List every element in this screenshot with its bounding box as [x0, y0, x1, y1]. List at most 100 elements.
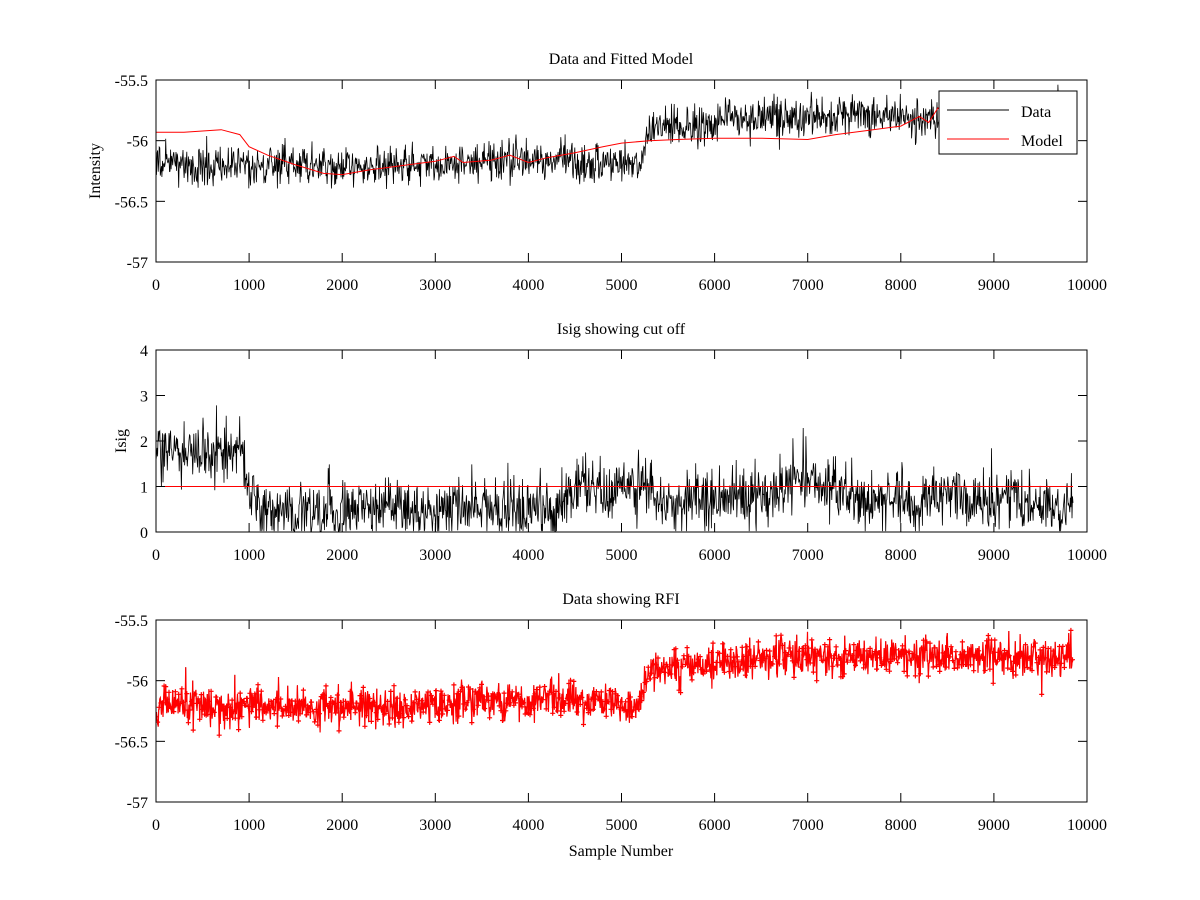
plus-marker	[623, 699, 629, 705]
plus-marker	[480, 694, 486, 700]
plus-marker	[415, 701, 421, 707]
plus-marker	[631, 707, 637, 713]
plus-marker	[432, 696, 437, 702]
plus-marker	[733, 664, 739, 670]
plus-marker	[995, 649, 1001, 655]
plus-marker	[660, 665, 666, 671]
plus-marker	[359, 696, 365, 702]
plus-marker	[224, 716, 230, 721]
plus-marker	[1029, 668, 1035, 673]
plus-marker	[776, 661, 782, 667]
series-layer	[156, 405, 1074, 532]
plus-marker	[624, 709, 630, 715]
plus-marker	[195, 696, 201, 702]
x-tick-label: 5000	[606, 817, 638, 834]
plus-marker	[581, 722, 586, 727]
plus-marker	[791, 674, 797, 680]
plus-marker	[302, 702, 308, 708]
plus-marker	[445, 707, 450, 713]
plus-marker	[1053, 655, 1059, 661]
plus-marker	[464, 700, 470, 705]
plus-marker	[1010, 668, 1016, 674]
plus-marker	[1039, 691, 1045, 697]
plus-marker	[399, 711, 405, 717]
plus-marker	[843, 648, 849, 654]
plus-marker	[695, 656, 701, 662]
plus-marker	[501, 690, 507, 696]
plus-marker	[1040, 644, 1046, 650]
plus-marker	[172, 689, 178, 695]
plus-marker	[163, 684, 169, 690]
plus-marker	[786, 645, 792, 651]
plus-marker	[707, 667, 713, 673]
plus-marker	[993, 659, 999, 665]
plus-marker	[605, 699, 611, 705]
plus-marker	[961, 649, 967, 655]
plus-marker	[825, 644, 831, 650]
plus-marker	[966, 654, 972, 660]
plus-marker	[258, 688, 264, 694]
plus-marker	[1034, 660, 1040, 666]
plus-marker	[414, 696, 420, 702]
y-tick-label: 3	[140, 389, 148, 406]
plus-marker	[877, 655, 883, 661]
plus-marker	[513, 700, 518, 706]
plus-marker	[807, 660, 813, 666]
plus-marker	[469, 720, 475, 726]
plus-marker	[321, 692, 327, 698]
plus-marker	[205, 711, 211, 717]
plus-marker	[326, 701, 332, 706]
plus-marker	[896, 654, 902, 660]
plus-marker	[156, 704, 162, 710]
x-tick-label: 6000	[699, 547, 731, 564]
plus-marker	[773, 633, 779, 639]
plus-marker	[713, 659, 719, 665]
plus-marker	[684, 645, 690, 651]
plus-marker	[953, 649, 959, 655]
plus-marker	[428, 693, 434, 698]
plus-marker	[317, 711, 322, 717]
plus-marker	[935, 662, 941, 668]
plus-marker	[846, 651, 852, 657]
plus-marker	[325, 703, 331, 709]
plus-marker	[357, 693, 363, 699]
plus-marker	[286, 713, 292, 718]
y-tick-label: -56	[127, 134, 148, 151]
plus-marker	[652, 675, 658, 681]
panel-isig-showing-cut-off: Isig showing cut off Isig 0 1000 2000 3000 4…	[113, 321, 1107, 564]
plus-marker	[341, 714, 347, 720]
plus-marker	[347, 688, 353, 694]
plus-marker	[1005, 665, 1011, 671]
plus-marker	[668, 671, 674, 677]
plus-marker	[699, 667, 705, 672]
plus-marker	[176, 691, 182, 697]
x-tick-label: 10000	[1067, 817, 1107, 834]
plus-marker	[208, 688, 214, 694]
plus-marker	[885, 656, 891, 662]
plus-marker	[244, 695, 250, 701]
plus-marker	[956, 662, 962, 668]
plus-marker	[1061, 665, 1067, 670]
plus-marker	[736, 659, 742, 665]
plus-marker	[284, 708, 290, 714]
plus-marker	[895, 660, 901, 666]
plus-marker	[1045, 646, 1051, 651]
plus-marker	[296, 718, 301, 724]
plus-marker	[1058, 660, 1064, 666]
x-tick-label: 9000	[978, 547, 1010, 564]
plus-marker	[822, 642, 828, 648]
plus-marker	[474, 691, 480, 697]
x-tick-label: 1000	[233, 547, 265, 564]
plus-marker	[1026, 656, 1032, 662]
plus-marker	[441, 692, 447, 698]
plus-marker	[948, 644, 954, 650]
plus-marker	[508, 700, 514, 706]
plus-marker	[992, 637, 998, 643]
plus-marker	[343, 698, 348, 704]
plus-marker	[229, 697, 235, 703]
plus-marker	[798, 664, 803, 670]
plus-marker	[603, 713, 609, 719]
plus-marker	[778, 632, 784, 638]
x-tick-label: 1000	[233, 817, 265, 834]
plus-marker	[292, 698, 298, 704]
